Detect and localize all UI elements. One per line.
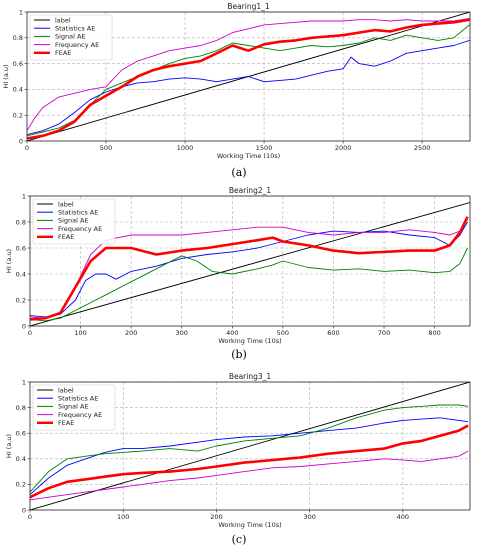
- series-line-frequency-ae: [27, 18, 470, 131]
- x-tick-label: 200: [210, 513, 222, 521]
- x-tick-label: 500: [277, 329, 289, 337]
- y-tick-label: 0.6: [13, 60, 23, 68]
- x-tick-label: 100: [74, 329, 86, 337]
- figure-caption: (a): [231, 166, 246, 179]
- legend-entry: Statistics AE: [55, 25, 95, 33]
- x-tick-label: 700: [378, 329, 390, 337]
- x-tick-label: 0: [28, 513, 32, 521]
- chart-title: Bearing3_1: [229, 372, 272, 381]
- legend-box: [29, 14, 113, 61]
- figure-caption: (b): [231, 348, 247, 361]
- x-tick-label: 500: [100, 144, 112, 152]
- y-tick-label: 0.2: [16, 481, 26, 489]
- y-tick-label: 0.8: [16, 404, 26, 412]
- legend-entry: Signal AE: [58, 403, 89, 411]
- y-tick-label: 0.2: [13, 112, 23, 120]
- series-line-frequency-ae: [30, 219, 468, 319]
- legend-entry: FEAE: [58, 419, 74, 427]
- series-line-signal-ae: [27, 24, 470, 137]
- y-axis-label: HI (a.u): [5, 249, 13, 273]
- series-group: [27, 12, 470, 141]
- series-line-feae: [30, 424, 469, 499]
- y-tick-label: 0.6: [16, 430, 26, 438]
- series-line-statistics-ae: [30, 417, 469, 495]
- series-group: [30, 202, 470, 326]
- x-tick-label: 2500: [414, 144, 431, 152]
- x-tick-label: 200: [125, 329, 137, 337]
- legend-entry: Statistics AE: [58, 209, 98, 217]
- y-tick-label: 1: [22, 192, 26, 200]
- y-tick-label: 0.4: [16, 455, 26, 463]
- x-axis-label: Working Time (10s): [218, 521, 281, 529]
- plot-frame: [26, 11, 471, 142]
- legend-entry: label: [55, 16, 71, 24]
- legend-box: [32, 198, 116, 245]
- series-line-label: [30, 382, 470, 510]
- legend-entry: Statistics AE: [58, 395, 98, 403]
- x-axis-label: Working Time (10s): [218, 337, 281, 345]
- x-tick-label: 400: [397, 513, 409, 521]
- x-tick-label: 1000: [177, 144, 194, 152]
- x-tick-label: 800: [428, 329, 440, 337]
- y-tick-label: 1: [22, 378, 26, 386]
- x-tick-label: 100: [117, 513, 129, 521]
- y-tick-label: 0: [19, 137, 23, 145]
- legend-box: [32, 384, 116, 431]
- series-line-frequency-ae: [30, 450, 469, 501]
- y-tick-label: 0.4: [16, 270, 26, 278]
- legend-entry: Signal AE: [55, 33, 86, 41]
- x-axis-label: Working Time (10s): [217, 152, 280, 160]
- x-tick-label: 300: [303, 513, 315, 521]
- x-tick-label: 300: [176, 329, 188, 337]
- legend-entry: Signal AE: [58, 217, 89, 225]
- y-tick-label: 1: [19, 8, 23, 16]
- chart-panel-2: 0 100 200 300 400 500 600 700 800 0 0.2 0.4 0.6 0.8 1 B…: [5, 186, 471, 361]
- y-tick-label: 0.8: [16, 218, 26, 226]
- series-line-feae: [27, 18, 470, 140]
- series-line-signal-ae: [30, 247, 468, 322]
- series-group: [30, 382, 470, 510]
- legend-entry: label: [58, 200, 74, 208]
- series-line-signal-ae: [30, 404, 469, 493]
- x-tick-label: 0: [28, 329, 32, 337]
- chart-title: Bearing2_1: [229, 186, 272, 195]
- y-axis-label: HI (a.u): [5, 434, 13, 458]
- x-tick-label: 600: [327, 329, 339, 337]
- chart-panel-1: 0 500 1000 1500 2000 2500 0 0.2 0.4 0.6 0.8 1 Bearin…: [2, 2, 471, 179]
- legend-entry: FEAE: [55, 49, 71, 57]
- series-line-feae: [30, 216, 469, 321]
- x-tick-label: 2000: [335, 144, 352, 152]
- series-line-statistics-ae: [27, 39, 470, 136]
- x-tick-label: 0: [25, 144, 29, 152]
- plot-frame: [29, 195, 471, 327]
- legend-entry: label: [58, 386, 74, 394]
- series-line-statistics-ae: [30, 221, 468, 318]
- x-tick-label: 400: [226, 329, 238, 337]
- y-tick-label: 0: [22, 322, 26, 330]
- plot-frame: [29, 381, 471, 511]
- legend-entry: Frequency AE: [58, 225, 102, 233]
- y-tick-label: 0.4: [13, 86, 23, 94]
- legend-entry: FEAE: [58, 233, 74, 241]
- series-line-label: [30, 202, 470, 326]
- y-tick-label: 0.8: [13, 34, 23, 42]
- y-tick-label: 0.2: [16, 296, 26, 304]
- legend-entry: Frequency AE: [55, 41, 99, 49]
- y-tick-label: 0.6: [16, 244, 26, 252]
- y-axis-label: HI (a.u): [2, 64, 10, 88]
- chart-panel-3: 0 100 200 300 400 0 0.2 0.4 0.6 0.8 1 Bearing3_1 Wor…: [5, 372, 471, 546]
- x-tick-label: 1500: [256, 144, 273, 152]
- figure-caption: (c): [232, 533, 247, 546]
- legend-entry: Frequency AE: [58, 411, 102, 419]
- chart-title: Bearing1_1: [227, 2, 270, 11]
- y-tick-label: 0: [22, 506, 26, 514]
